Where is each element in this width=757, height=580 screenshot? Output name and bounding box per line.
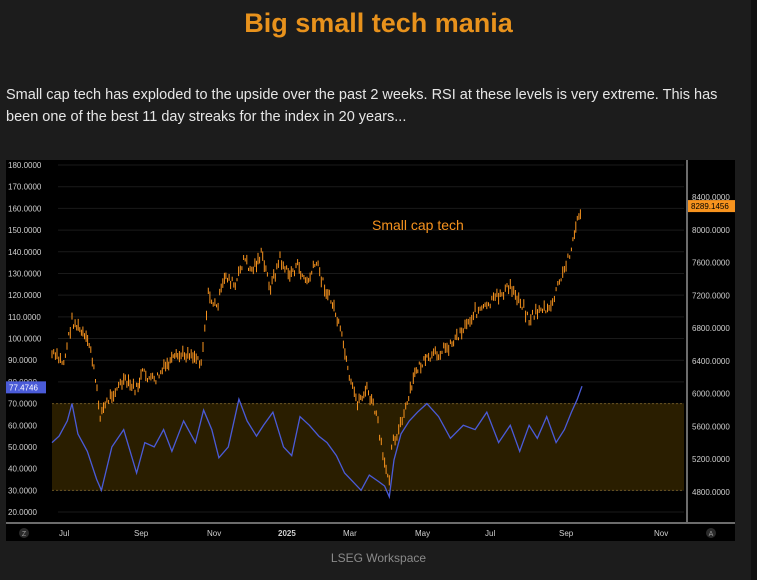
x-tick-label: Nov xyxy=(654,529,668,538)
left-tick-label: 20.0000 xyxy=(8,508,37,517)
corner-button xyxy=(706,528,716,538)
corner-button-label: A xyxy=(709,531,714,538)
last-rsi-label: 77.4746 xyxy=(9,383,38,392)
left-tick-label: 180.0000 xyxy=(8,161,42,170)
price-rsi-chart[interactable]: 20.0000 30.0000 40.0000 50.0000 60.0000 70.00… xyxy=(6,160,736,541)
left-tick-label: 170.0000 xyxy=(8,183,42,192)
left-tick-label: 30.0000 xyxy=(8,486,37,495)
x-tick-label: Sep xyxy=(134,529,149,538)
right-tick-label: 6000.0000 xyxy=(692,390,730,399)
x-tick-label: Sep xyxy=(559,529,574,538)
left-tick-label: 60.0000 xyxy=(8,421,37,430)
last-rsi-badge xyxy=(6,381,46,394)
left-tick-label: 40.0000 xyxy=(8,465,37,474)
left-tick-label: 110.0000 xyxy=(8,313,41,322)
rsi-line xyxy=(51,385,583,500)
x-tick-label: 2025 xyxy=(278,529,296,538)
last-price-label: 8289.1456 xyxy=(691,202,729,211)
right-tick-label: 6800.0000 xyxy=(692,324,730,333)
left-tick-label: 50.0000 xyxy=(8,443,37,452)
right-tick-label: 7200.0000 xyxy=(692,291,730,300)
chart-panel[interactable]: 20.0000 30.0000 40.0000 50.0000 60.0000 70.00… xyxy=(6,160,736,541)
last-price-badge xyxy=(688,200,736,213)
x-tick-label: Jul xyxy=(59,529,69,538)
x-tick-label: May xyxy=(415,529,430,538)
left-tick-label: 100.0000 xyxy=(8,335,42,344)
left-tick-label: 140.0000 xyxy=(8,248,42,257)
rsi-band xyxy=(52,403,684,491)
x-axis: Jul Sep Nov 2025 Mar May Jul Sep Nov Z A xyxy=(6,522,735,538)
right-tick-label: 5600.0000 xyxy=(692,422,730,431)
footer-source: LSEG Workspace xyxy=(330,551,427,565)
x-tick-label: Nov xyxy=(207,529,221,538)
corner-button-label: Z xyxy=(22,531,27,538)
right-tick-label: 6400.0000 xyxy=(692,357,730,366)
left-tick-label: 90.0000 xyxy=(8,356,37,365)
right-tick-label: 4800.0000 xyxy=(692,488,730,497)
left-axis: 20.0000 30.0000 40.0000 50.0000 60.0000 70.00… xyxy=(8,161,42,517)
left-tick-label: 150.0000 xyxy=(8,226,42,235)
left-tick-label: 160.0000 xyxy=(8,204,42,213)
page-title: Big small tech mania xyxy=(244,8,513,38)
rsi-band-fill xyxy=(52,403,684,491)
right-tick-label: 8000.0000 xyxy=(692,226,730,235)
right-tick-label: 8400.0000 xyxy=(692,193,730,202)
x-tick-label: Mar xyxy=(343,529,357,538)
series-layer xyxy=(51,209,583,500)
right-tick-label: 7600.0000 xyxy=(692,259,730,268)
left-tick-label: 120.0000 xyxy=(8,291,42,300)
badges-layer: 8289.1456 77.4746 xyxy=(6,200,736,394)
left-tick-label: 130.0000 xyxy=(8,269,42,278)
x-tick-label: Jul xyxy=(485,529,495,538)
right-tick-label: 5200.0000 xyxy=(692,455,730,464)
left-tick-label: 70.0000 xyxy=(8,400,37,409)
corner-button xyxy=(19,528,29,538)
description-text: Small cap tech has exploded to the upsid… xyxy=(6,87,718,125)
right-axis: 4800.0000 5200.0000 5600.0000 6000.0000 6400… xyxy=(686,160,730,522)
window-scrollbar[interactable] xyxy=(751,0,757,580)
chart-annotation: Small cap tech xyxy=(372,217,464,233)
